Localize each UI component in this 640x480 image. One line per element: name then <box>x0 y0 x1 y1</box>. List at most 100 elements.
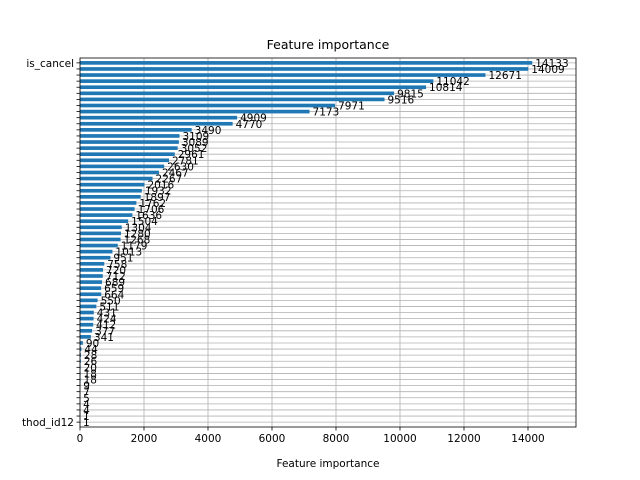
data-label: 20 <box>84 362 97 374</box>
data-label: 9516 <box>388 94 415 106</box>
data-label: 1304 <box>125 222 152 234</box>
bar <box>80 359 81 364</box>
bar <box>80 268 104 272</box>
bar <box>80 61 533 65</box>
data-label: 1897 <box>144 192 171 204</box>
x-tick-label: 2000 <box>131 433 158 445</box>
data-label: 758 <box>107 259 127 271</box>
data-label: 28 <box>84 350 97 362</box>
chart-title: Feature importance <box>267 37 390 52</box>
bar <box>80 103 336 108</box>
data-label: 1932 <box>145 186 172 198</box>
bar <box>80 195 141 199</box>
bar <box>80 261 105 266</box>
data-label: 511 <box>99 301 119 313</box>
data-label: 341 <box>94 332 114 344</box>
bar <box>80 231 121 236</box>
data-label: 1504 <box>131 216 158 228</box>
y-tick-label: is_cancel <box>26 58 74 70</box>
data-label: 4 <box>83 405 90 417</box>
x-tick-label: 8000 <box>323 433 350 445</box>
bar <box>80 109 310 114</box>
bar <box>80 274 103 278</box>
data-label: 1706 <box>138 204 165 216</box>
bar <box>80 152 175 157</box>
bar <box>80 79 434 83</box>
bar <box>80 115 238 120</box>
data-label: 2467 <box>162 167 189 179</box>
x-tick-label: 4000 <box>195 433 222 445</box>
bar <box>80 328 93 333</box>
data-label: 44 <box>84 344 98 356</box>
bar <box>80 207 135 211</box>
bar <box>80 128 192 132</box>
data-label: 1 <box>83 417 90 429</box>
bar <box>80 164 165 169</box>
bar <box>80 335 91 339</box>
bar <box>80 225 122 230</box>
data-label: 4 <box>83 399 90 411</box>
bar <box>80 170 159 175</box>
data-label: 7971 <box>338 100 365 112</box>
bar <box>80 213 133 217</box>
x-tick-label: 14000 <box>511 433 544 445</box>
data-label: 90 <box>86 338 99 350</box>
data-label: 712 <box>106 271 126 283</box>
x-axis-label: Feature importance <box>276 458 379 470</box>
data-label: 2016 <box>148 180 175 192</box>
bar <box>80 341 83 345</box>
data-label: 664 <box>104 289 124 301</box>
data-label: 377 <box>95 326 115 338</box>
data-label: 2961 <box>178 149 205 161</box>
bar <box>80 310 94 315</box>
data-label: 1179 <box>121 241 148 253</box>
data-label: 1762 <box>139 198 166 210</box>
bar <box>80 97 385 102</box>
bar <box>80 201 137 205</box>
bar <box>80 243 118 248</box>
data-label: 1636 <box>135 210 162 222</box>
data-label: 689 <box>105 277 125 289</box>
bar <box>80 85 427 90</box>
x-tick-label: 0 <box>77 433 84 445</box>
bar <box>80 316 94 321</box>
data-label: 18 <box>84 375 97 387</box>
data-label: 14133 <box>535 58 568 70</box>
bar <box>80 286 102 290</box>
bar <box>80 353 81 357</box>
bar <box>80 121 233 126</box>
data-label: 951 <box>113 253 133 265</box>
bar <box>80 188 142 193</box>
data-label: 431 <box>97 308 117 320</box>
bar <box>80 73 486 77</box>
data-label: 7 <box>83 387 90 399</box>
data-label: 26 <box>84 356 98 368</box>
bar <box>80 91 395 96</box>
x-tick-label: 6000 <box>259 433 286 445</box>
bar <box>80 255 111 260</box>
data-label: 2267 <box>156 174 183 186</box>
data-label: 1013 <box>115 247 142 259</box>
data-label: 10814 <box>429 82 463 94</box>
data-label: 9815 <box>397 88 424 100</box>
bar <box>80 249 113 254</box>
bar <box>80 322 94 327</box>
plot-area: 0 2000 4000 6000 8000 10000 12000 14000 14133 is_… <box>22 57 577 445</box>
data-label: 720 <box>106 265 126 277</box>
data-label: 5 <box>83 393 90 405</box>
data-label: 3490 <box>195 125 222 137</box>
data-label: 7173 <box>313 107 340 119</box>
bar <box>80 219 129 224</box>
data-label: 14009 <box>531 64 564 76</box>
x-tick-label: 10000 <box>383 433 416 445</box>
x-tick-label: 12000 <box>447 433 480 445</box>
data-label: 18 <box>84 368 97 380</box>
data-label: 11042 <box>436 76 469 88</box>
data-label: 659 <box>104 283 124 295</box>
bar <box>80 347 82 351</box>
data-label: 4909 <box>240 113 267 125</box>
bar <box>80 237 121 242</box>
data-label: 12671 <box>488 70 521 82</box>
bar <box>80 67 529 71</box>
